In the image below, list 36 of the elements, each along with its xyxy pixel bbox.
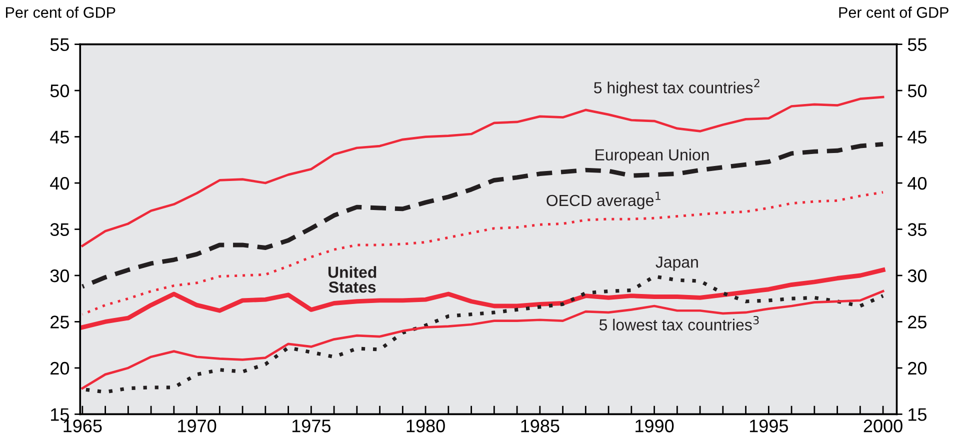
- y2-tick-label: 40: [908, 176, 927, 190]
- y-axis-title: Per cent of GDP: [6, 6, 116, 18]
- line-series: [81, 191, 884, 316]
- x-tick-label: 1980: [406, 420, 445, 432]
- y2-tick-label: 45: [908, 130, 927, 144]
- series-label: Japan: [656, 256, 698, 271]
- line-series: [81, 96, 884, 248]
- y2-tick-label: 35: [908, 223, 927, 236]
- series-label: 5 lowest tax countries$^{3}$: [599, 316, 759, 331]
- y-tick-label: 55: [50, 38, 69, 52]
- y-tick-label: 15: [51, 408, 69, 421]
- y-tick-label: 45: [50, 130, 69, 144]
- x-tick-label: 2000: [864, 420, 902, 432]
- y2-tick-label: 20: [908, 362, 927, 375]
- series-label: 5 highest tax countries$^{2}$: [594, 78, 760, 97]
- y-tick-label: 20: [50, 362, 70, 375]
- y-tick-label: 30: [50, 269, 70, 282]
- y2-axis-title: Per cent of GDP: [839, 6, 948, 18]
- y-tick-label: 35: [50, 223, 69, 236]
- series-label: European Union: [596, 148, 709, 164]
- y-tick-label: 25: [50, 316, 69, 328]
- series-label: OECD average$^{1}$: [546, 192, 660, 210]
- y2-tick-label: 55: [908, 38, 927, 52]
- x-tick-label: 1975: [292, 420, 330, 432]
- x-tick-label: 1970: [178, 420, 216, 432]
- y2-tick-label: 30: [908, 269, 927, 282]
- y2-tick-label: 15: [908, 408, 927, 421]
- x-tick-label: 1995: [750, 420, 788, 432]
- y-tick-label: 40: [50, 176, 70, 190]
- y-tick-label: 50: [50, 84, 70, 98]
- series-label: United States: [328, 266, 376, 293]
- y2-tick-label: 25: [908, 316, 927, 328]
- x-tick-label: 1990: [636, 420, 674, 432]
- x-tick-label: 1965: [64, 420, 102, 432]
- y2-tick-label: 50: [908, 84, 927, 98]
- x-tick-label: 1985: [521, 420, 560, 432]
